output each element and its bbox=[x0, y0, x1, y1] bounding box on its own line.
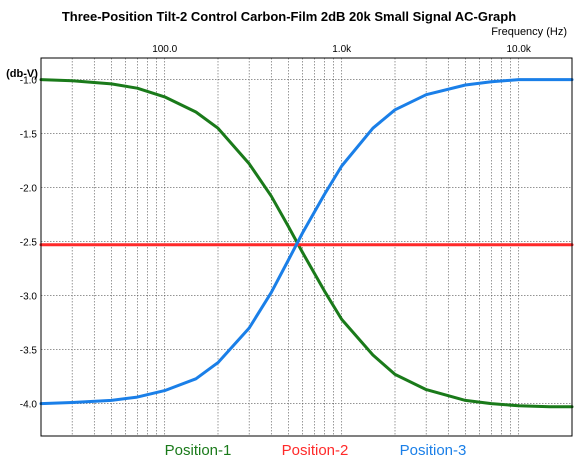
y-axis-label: (db-V) bbox=[6, 68, 38, 80]
y-tick-label: -2.0 bbox=[20, 184, 38, 195]
chart-title: Three-Position Tilt-2 Control Carbon-Fil… bbox=[62, 9, 516, 24]
legend-position-3: Position-3 bbox=[400, 442, 467, 459]
y-tick-label: -3.5 bbox=[20, 346, 38, 357]
legend-position-2: Position-2 bbox=[282, 442, 349, 459]
x-tick-label: 10.0k bbox=[506, 44, 531, 55]
y-tick-label: -1.5 bbox=[20, 130, 38, 141]
y-tick-label: -4.0 bbox=[20, 400, 38, 411]
x-axis-label: Frequency (Hz) bbox=[491, 26, 567, 38]
y-tick-label: -1.0 bbox=[20, 76, 38, 87]
series-lines bbox=[39, 78, 574, 409]
series-line-1 bbox=[39, 78, 574, 409]
x-tick-labels: 100.0 1.0k 10.0k bbox=[152, 44, 532, 55]
grid-lines bbox=[41, 58, 572, 436]
y-tick-label: -3.0 bbox=[20, 292, 38, 303]
series-line-3 bbox=[39, 78, 574, 406]
x-tick-label: 100.0 bbox=[152, 44, 177, 55]
legend-position-1: Position-1 bbox=[165, 442, 232, 459]
y-tick-labels: -1.0 -1.5 -2.0 -2.5 -3.0 -3.5 -4.0 bbox=[20, 76, 38, 411]
y-tick-label: -2.5 bbox=[20, 238, 38, 249]
plot-frame bbox=[40, 57, 573, 437]
x-tick-label: 1.0k bbox=[332, 44, 352, 55]
